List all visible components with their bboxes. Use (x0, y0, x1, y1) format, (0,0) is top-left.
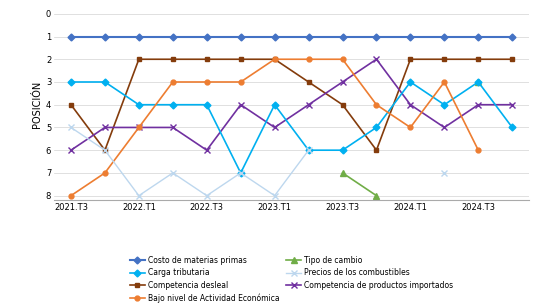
Competencia desleal (204, 57, 210, 61)
Precios de los combustibles (272, 194, 278, 197)
Bajo nivel de Actividad Económica (272, 57, 278, 61)
Bajo nivel de Actividad Económica (407, 126, 414, 129)
Precios de los combustibles (102, 148, 108, 152)
Competencia de productos importados (238, 103, 244, 107)
Precios de los combustibles (204, 194, 210, 197)
Competencia desleal (136, 57, 142, 61)
Tipo de cambio (373, 194, 380, 197)
Costo de materias primas (238, 35, 244, 38)
Competencia desleal (441, 57, 448, 61)
Bajo nivel de Actividad Económica (68, 194, 74, 197)
Carga tributaria (373, 126, 380, 129)
Competencia de productos importados (102, 126, 108, 129)
Carga tributaria (102, 80, 108, 84)
Bajo nivel de Actividad Económica (102, 171, 108, 175)
Line: Competencia desleal: Competencia desleal (69, 57, 515, 153)
Costo de materias primas (204, 35, 210, 38)
Costo de materias primas (407, 35, 414, 38)
Carga tributaria (339, 148, 346, 152)
Costo de materias primas (339, 35, 346, 38)
Carga tributaria (136, 103, 142, 107)
Competencia de productos importados (204, 148, 210, 152)
Competencia desleal (373, 148, 380, 152)
Precios de los combustibles (170, 171, 176, 175)
Carga tributaria (305, 148, 312, 152)
Bajo nivel de Actividad Económica (373, 103, 380, 107)
Line: Tipo de cambio: Tipo de cambio (340, 170, 379, 198)
Y-axis label: POSICIÓN: POSICIÓN (32, 81, 42, 128)
Carga tributaria (441, 103, 448, 107)
Competencia desleal (170, 57, 176, 61)
Bajo nivel de Actividad Económica (441, 80, 448, 84)
Costo de materias primas (272, 35, 278, 38)
Costo de materias primas (475, 35, 482, 38)
Line: Bajo nivel de Actividad Económica: Bajo nivel de Actividad Económica (69, 57, 481, 198)
Competencia de productos importados (68, 148, 74, 152)
Carga tributaria (475, 80, 482, 84)
Competencia de productos importados (136, 126, 142, 129)
Bajo nivel de Actividad Económica (475, 148, 482, 152)
Costo de materias primas (170, 35, 176, 38)
Legend: Costo de materias primas, Carga tributaria, Competencia desleal, Bajo nivel de A: Costo de materias primas, Carga tributar… (127, 254, 456, 305)
Carga tributaria (68, 80, 74, 84)
Competencia desleal (339, 103, 346, 107)
Carga tributaria (170, 103, 176, 107)
Competencia de productos importados (475, 103, 482, 107)
Bajo nivel de Actividad Económica (339, 57, 346, 61)
Carga tributaria (509, 126, 516, 129)
Competencia de productos importados (339, 80, 346, 84)
Competencia de productos importados (509, 103, 516, 107)
Line: Competencia de productos importados: Competencia de productos importados (68, 56, 515, 153)
Competencia de productos importados (305, 103, 312, 107)
Line: Carga tributaria: Carga tributaria (69, 79, 515, 175)
Costo de materias primas (441, 35, 448, 38)
Tipo de cambio (339, 171, 346, 175)
Carga tributaria (407, 80, 414, 84)
Competencia de productos importados (441, 126, 448, 129)
Costo de materias primas (305, 35, 312, 38)
Competencia de productos importados (407, 103, 414, 107)
Competencia desleal (475, 57, 482, 61)
Competencia desleal (238, 57, 244, 61)
Competencia desleal (102, 148, 108, 152)
Precios de los combustibles (305, 148, 312, 152)
Costo de materias primas (509, 35, 516, 38)
Precios de los combustibles (68, 126, 74, 129)
Competencia de productos importados (373, 57, 380, 61)
Costo de materias primas (68, 35, 74, 38)
Carga tributaria (204, 103, 210, 107)
Carga tributaria (272, 103, 278, 107)
Bajo nivel de Actividad Económica (238, 80, 244, 84)
Bajo nivel de Actividad Económica (204, 80, 210, 84)
Costo de materias primas (102, 35, 108, 38)
Competencia desleal (272, 57, 278, 61)
Competencia de productos importados (272, 126, 278, 129)
Competencia desleal (509, 57, 516, 61)
Competencia desleal (68, 103, 74, 107)
Precios de los combustibles (136, 194, 142, 197)
Line: Precios de los combustibles: Precios de los combustibles (68, 125, 312, 198)
Bajo nivel de Actividad Económica (305, 57, 312, 61)
Competencia de productos importados (170, 126, 176, 129)
Competencia desleal (407, 57, 414, 61)
Precios de los combustibles (238, 171, 244, 175)
Line: Costo de materias primas: Costo de materias primas (69, 34, 515, 39)
Costo de materias primas (136, 35, 142, 38)
Bajo nivel de Actividad Económica (136, 126, 142, 129)
Bajo nivel de Actividad Económica (170, 80, 176, 84)
Costo de materias primas (373, 35, 380, 38)
Competencia desleal (305, 80, 312, 84)
Carga tributaria (238, 171, 244, 175)
